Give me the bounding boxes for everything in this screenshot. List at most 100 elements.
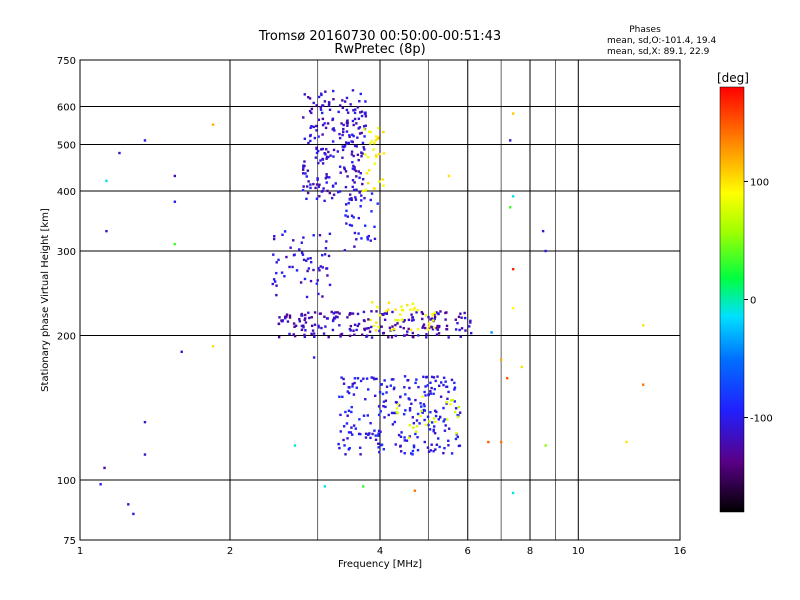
data-point	[372, 324, 376, 328]
data-point	[358, 191, 361, 194]
data-point	[421, 395, 424, 398]
data-point	[298, 320, 302, 323]
data-point	[429, 449, 433, 452]
data-point	[511, 307, 515, 310]
data-point	[363, 319, 366, 323]
data-point	[428, 420, 431, 423]
x-tick-label: 2	[227, 546, 233, 557]
data-point	[447, 439, 450, 442]
data-point	[416, 412, 420, 416]
data-point	[458, 411, 462, 414]
data-point	[391, 310, 394, 314]
data-point	[464, 329, 467, 332]
data-point	[318, 195, 321, 198]
data-point	[366, 155, 370, 159]
data-point	[331, 117, 335, 120]
data-point	[412, 445, 416, 449]
data-point	[408, 398, 411, 401]
data-point	[323, 485, 327, 488]
data-point	[306, 191, 310, 195]
data-point	[444, 318, 447, 321]
data-point	[431, 326, 434, 329]
data-point	[427, 393, 430, 396]
data-point	[303, 333, 306, 337]
data-point	[277, 258, 280, 262]
data-point	[412, 318, 415, 322]
data-point	[460, 327, 464, 330]
data-point	[381, 332, 385, 335]
data-point	[342, 425, 346, 428]
data-point	[304, 321, 308, 324]
data-point	[337, 442, 340, 446]
data-point	[396, 322, 399, 325]
data-point	[338, 132, 341, 136]
y-tick-label: 400	[57, 187, 76, 198]
data-point	[321, 123, 325, 127]
data-point	[319, 265, 322, 268]
data-point	[434, 414, 438, 418]
data-point	[456, 414, 459, 417]
data-point	[415, 425, 419, 428]
data-point	[315, 282, 319, 285]
data-point	[315, 197, 319, 200]
data-point	[304, 172, 307, 175]
data-point	[349, 324, 353, 328]
data-point	[301, 253, 305, 256]
data-point	[369, 436, 372, 440]
data-point	[328, 102, 331, 105]
data-point	[211, 345, 215, 348]
data-point	[355, 386, 358, 389]
data-point	[442, 376, 446, 380]
data-point	[370, 376, 373, 379]
data-point	[377, 126, 380, 130]
data-point	[420, 311, 424, 314]
data-point	[410, 402, 413, 406]
data-point	[317, 118, 321, 122]
data-point	[373, 429, 376, 432]
data-point	[352, 188, 356, 192]
data-point	[469, 321, 472, 324]
data-point	[353, 111, 357, 115]
data-point	[333, 129, 336, 132]
data-point	[428, 428, 432, 431]
data-point	[345, 422, 349, 425]
data-point	[338, 190, 342, 193]
data-point	[445, 324, 449, 328]
data-point	[310, 107, 314, 111]
data-point	[367, 234, 370, 238]
data-point	[444, 380, 447, 383]
data-point	[387, 308, 390, 311]
data-point	[383, 318, 387, 322]
data-point	[362, 146, 365, 149]
data-point	[294, 324, 298, 328]
data-point	[399, 444, 402, 448]
data-point	[376, 202, 379, 205]
data-point	[428, 326, 431, 330]
data-point	[412, 426, 415, 429]
data-point	[298, 248, 301, 251]
data-point	[453, 386, 457, 389]
data-point	[338, 165, 342, 168]
data-point	[414, 432, 417, 436]
data-point	[369, 318, 372, 322]
data-point	[370, 310, 373, 313]
data-point	[367, 388, 370, 391]
data-point	[499, 358, 503, 362]
data-point	[377, 413, 381, 417]
data-point	[302, 258, 306, 262]
data-point	[394, 411, 397, 415]
data-point	[439, 310, 442, 313]
data-point	[331, 128, 334, 131]
data-point	[511, 195, 515, 198]
data-point	[391, 423, 395, 426]
data-point	[320, 190, 324, 193]
data-point	[429, 392, 432, 395]
data-point	[430, 375, 434, 379]
x-tick-label: 4	[377, 546, 383, 557]
data-point	[310, 111, 313, 115]
y-tick-label: 500	[57, 141, 76, 152]
data-point	[361, 485, 365, 488]
data-point	[330, 310, 333, 314]
data-point	[346, 390, 349, 393]
data-point	[380, 325, 383, 328]
